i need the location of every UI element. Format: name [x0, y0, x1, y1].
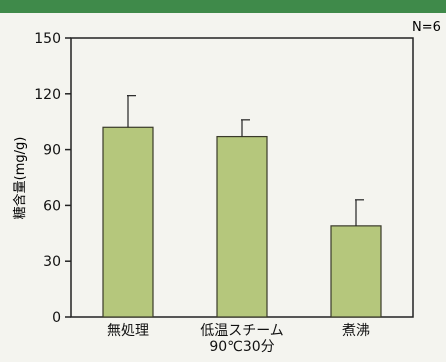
header-band [0, 0, 446, 13]
y-tick-label: 60 [43, 198, 61, 214]
x-tick-label: 低温スチーム [200, 323, 284, 339]
y-tick-label: 150 [34, 31, 61, 47]
y-tick-label: 90 [43, 143, 61, 159]
bars [102, 95, 382, 318]
y-axis-label: 糖含量(mg/g) [12, 137, 28, 220]
bar [102, 126, 154, 318]
y-tick-label: 30 [43, 254, 61, 270]
sample-size-annotation: N=6 [412, 20, 441, 35]
y-tick-label: 0 [52, 310, 61, 326]
x-tick-label: 無処理 [107, 323, 149, 339]
x-tick-label: 90℃30分 [209, 339, 274, 355]
bar [330, 225, 382, 318]
bar [216, 135, 268, 318]
x-tick-label: 煮沸 [342, 323, 370, 339]
y-tick-label: 120 [34, 87, 61, 103]
axes: 0 30 60 90 120 150 [34, 31, 71, 326]
